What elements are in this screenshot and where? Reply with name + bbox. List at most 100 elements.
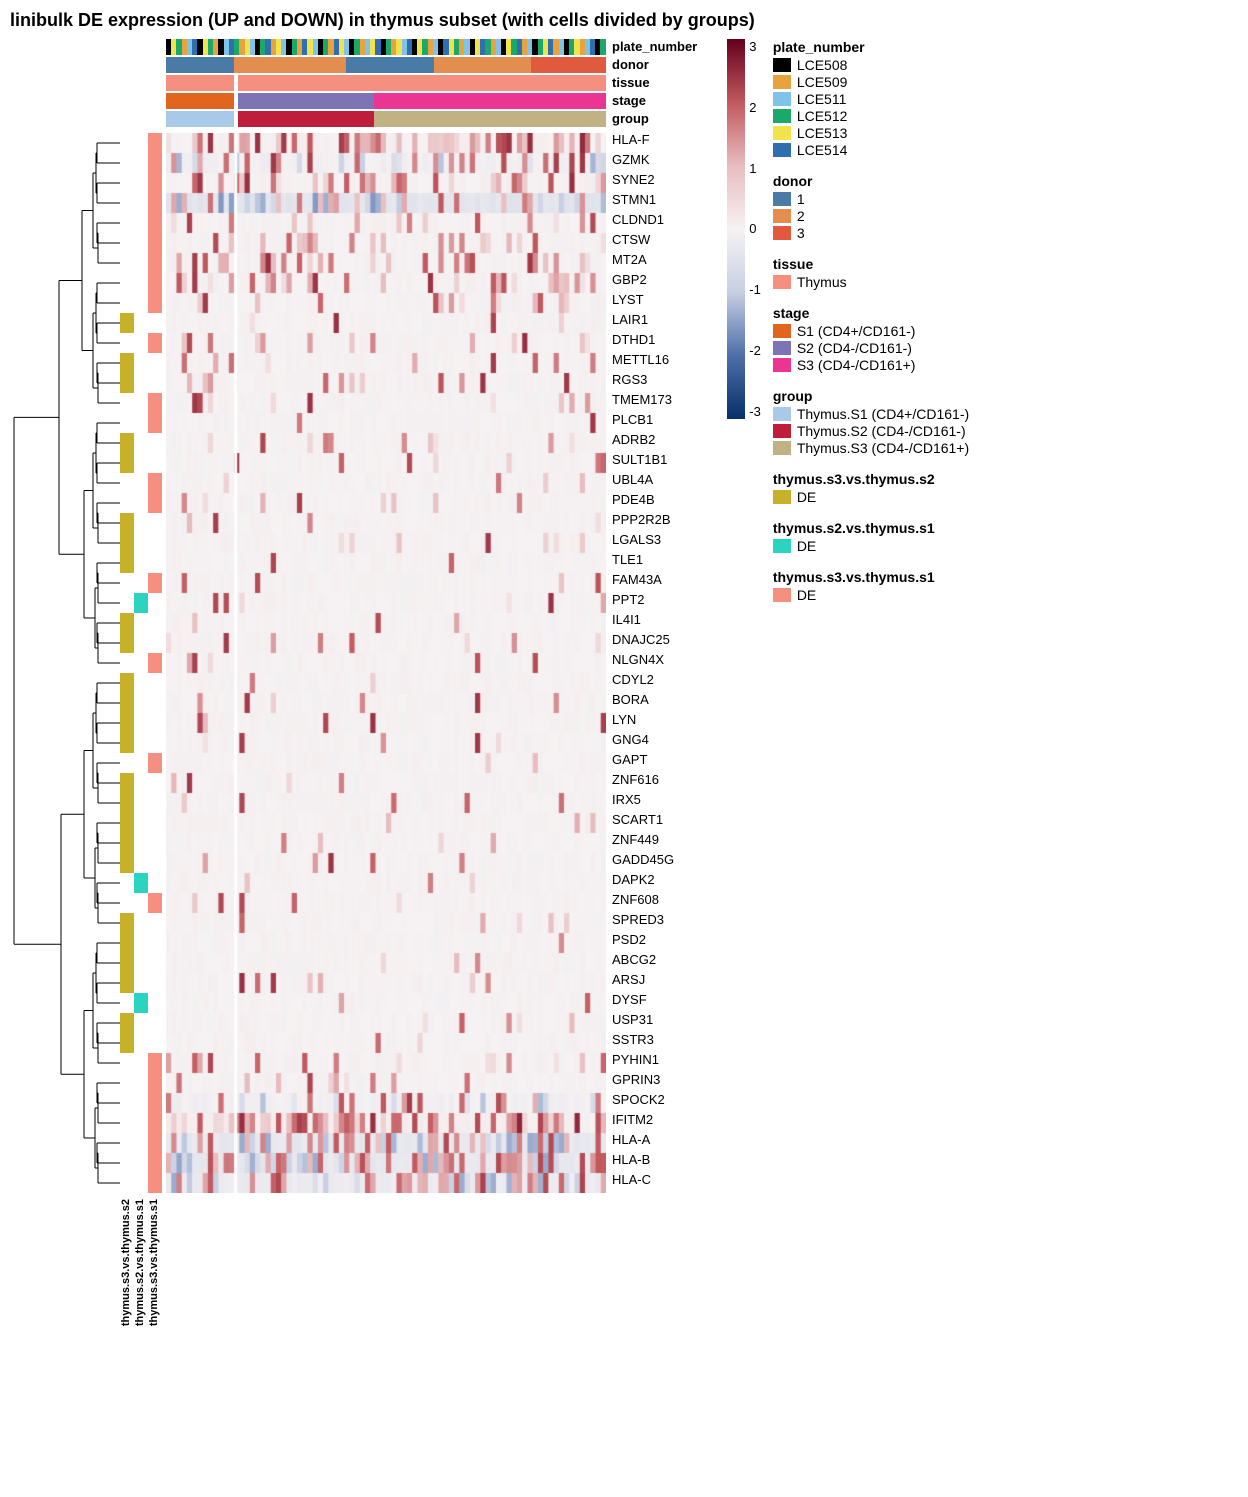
col-track-donor bbox=[166, 57, 606, 73]
legend-swatch bbox=[773, 143, 791, 157]
legend-swatch bbox=[773, 75, 791, 89]
right-block: 3210-1-2-3 plate_numberLCE508LCE509LCE51… bbox=[727, 39, 969, 618]
gene-label: ZNF616 bbox=[612, 773, 674, 793]
legend-group: stage S1 (CD4+/CD161-)S2 (CD4-/CD161-)S3 … bbox=[773, 305, 969, 374]
colorbar-ticks: 3210-1-2-3 bbox=[749, 39, 761, 419]
gene-label: IRX5 bbox=[612, 793, 674, 813]
colorbar: 3210-1-2-3 bbox=[727, 39, 761, 419]
col-track-label: group bbox=[612, 111, 697, 127]
gene-label: ABCG2 bbox=[612, 953, 674, 973]
legend-item: S2 (CD4-/CD161-) bbox=[773, 340, 969, 356]
legend-item: S1 (CD4+/CD161-) bbox=[773, 323, 969, 339]
row-annotation-tracks bbox=[120, 39, 162, 1193]
col-track-group bbox=[166, 111, 606, 127]
legend-label: S1 (CD4+/CD161-) bbox=[797, 323, 916, 339]
legend-title: donor bbox=[773, 173, 969, 189]
legend-label: DE bbox=[797, 538, 816, 554]
legend-item: LCE513 bbox=[773, 125, 969, 141]
row-track-label: thymus.s2.vs.thymus.s1 bbox=[134, 1199, 148, 1326]
legend-swatch bbox=[773, 588, 791, 602]
legend-swatch bbox=[773, 192, 791, 206]
col-track-label: plate_number bbox=[612, 39, 697, 55]
gene-label: DTHD1 bbox=[612, 333, 674, 353]
gene-label: FAM43A bbox=[612, 573, 674, 593]
legend-swatch bbox=[773, 275, 791, 289]
gene-label: SPRED3 bbox=[612, 913, 674, 933]
legend-label: 2 bbox=[797, 208, 805, 224]
colorbar-gradient bbox=[727, 39, 745, 419]
legend-title: plate_number bbox=[773, 39, 969, 55]
row-annotation-labels: thymus.s3.vs.thymus.s2thymus.s2.vs.thymu… bbox=[10, 1199, 162, 1326]
gene-label: PSD2 bbox=[612, 933, 674, 953]
colorbar-tick: -1 bbox=[749, 282, 761, 297]
legend-title: thymus.s2.vs.thymus.s1 bbox=[773, 520, 969, 536]
colorbar-tick: 0 bbox=[749, 221, 761, 236]
gene-label: ARSJ bbox=[612, 973, 674, 993]
gene-label: GAPT bbox=[612, 753, 674, 773]
gene-label: SSTR3 bbox=[612, 1033, 674, 1053]
gene-label: GPRIN3 bbox=[612, 1073, 674, 1093]
gene-label: PYHIN1 bbox=[612, 1053, 674, 1073]
legend-swatch bbox=[773, 407, 791, 421]
gene-label: CTSW bbox=[612, 233, 674, 253]
gene-label: LAIR1 bbox=[612, 313, 674, 333]
legend-label: 3 bbox=[797, 225, 805, 241]
gene-label: IFITM2 bbox=[612, 1113, 674, 1133]
gene-label: METTL16 bbox=[612, 353, 674, 373]
legend-swatch bbox=[773, 109, 791, 123]
legend-group: thymus.s3.vs.thymus.s1DE bbox=[773, 569, 969, 604]
legend-label: S3 (CD4-/CD161+) bbox=[797, 357, 916, 373]
col-track-label: tissue bbox=[612, 75, 697, 91]
colorbar-tick: -2 bbox=[749, 343, 761, 358]
gene-label: HLA-A bbox=[612, 1133, 674, 1153]
legend-item: DE bbox=[773, 489, 969, 505]
gene-label: DYSF bbox=[612, 993, 674, 1013]
legend-swatch bbox=[773, 92, 791, 106]
legend-swatch bbox=[773, 58, 791, 72]
legend-item: LCE512 bbox=[773, 108, 969, 124]
gene-label: CDYL2 bbox=[612, 673, 674, 693]
legend-swatch bbox=[773, 441, 791, 455]
legend-title: stage bbox=[773, 305, 969, 321]
legend-swatch bbox=[773, 490, 791, 504]
gene-label: ZNF608 bbox=[612, 893, 674, 913]
legend-group: plate_numberLCE508LCE509LCE511LCE512LCE5… bbox=[773, 39, 969, 159]
left-block: thymus.s3.vs.thymus.s2thymus.s2.vs.thymu… bbox=[10, 39, 162, 1326]
col-track-plate_number bbox=[166, 39, 606, 55]
gene-label: PPP2R2B bbox=[612, 513, 674, 533]
gene-label: SPOCK2 bbox=[612, 1093, 674, 1113]
gene-label: RGS3 bbox=[612, 373, 674, 393]
gene-label: NLGN4X bbox=[612, 653, 674, 673]
legend-swatch bbox=[773, 341, 791, 355]
legend-label: Thymus.S2 (CD4-/CD161-) bbox=[797, 423, 966, 439]
colorbar-tick: -3 bbox=[749, 404, 761, 419]
colorbar-tick: 3 bbox=[749, 39, 761, 54]
legend-label: DE bbox=[797, 587, 816, 603]
col-track-label: stage bbox=[612, 93, 697, 109]
legend-swatch bbox=[773, 358, 791, 372]
legend-label: DE bbox=[797, 489, 816, 505]
gene-label: BORA bbox=[612, 693, 674, 713]
legend-item: 1 bbox=[773, 191, 969, 207]
gene-label: USP31 bbox=[612, 1013, 674, 1033]
legend-label: LCE508 bbox=[797, 57, 848, 73]
legend-swatch bbox=[773, 324, 791, 338]
legend-label: Thymus bbox=[797, 274, 847, 290]
gene-label: ZNF449 bbox=[612, 833, 674, 853]
legend-item: LCE508 bbox=[773, 57, 969, 73]
gene-label: IL4I1 bbox=[612, 613, 674, 633]
legend-label: 1 bbox=[797, 191, 805, 207]
gene-label: GBP2 bbox=[612, 273, 674, 293]
gene-label: UBL4A bbox=[612, 473, 674, 493]
gene-label: TLE1 bbox=[612, 553, 674, 573]
gene-label: GNG4 bbox=[612, 733, 674, 753]
gene-label: LGALS3 bbox=[612, 533, 674, 553]
gene-label: LYN bbox=[612, 713, 674, 733]
gene-label: GADD45G bbox=[612, 853, 674, 873]
col-track-label: donor bbox=[612, 57, 697, 73]
legend-group: donor 123 bbox=[773, 173, 969, 242]
legend-title: group bbox=[773, 388, 969, 404]
legend-item: LCE509 bbox=[773, 74, 969, 90]
column-annotation-labels: plate_numberdonor tissue stage group bbox=[612, 39, 697, 129]
gene-label: HLA-B bbox=[612, 1153, 674, 1173]
